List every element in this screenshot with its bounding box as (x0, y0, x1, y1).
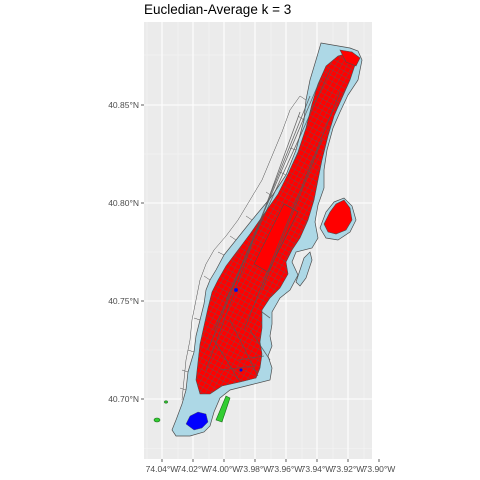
x-tick-label: 74.04°W (146, 464, 179, 474)
y-tick-label: 40.75°N (108, 296, 139, 306)
central-park-region (253, 203, 299, 273)
street-lines (205, 69, 341, 383)
axis-ticks: 74.04°W74.02°W74.00°W73.98°W73.96°W73.94… (108, 100, 395, 474)
x-tick-label: 73.98°W (239, 464, 272, 474)
plot-title: Eucledian-Average k = 3 (144, 2, 292, 17)
y-tick-label: 40.80°N (108, 198, 139, 208)
cluster-3-regions (153, 395, 231, 423)
y-tick-label: 40.70°N (108, 394, 139, 404)
randalls-island-cluster-1 (323, 199, 353, 235)
inwood-cluster-1 (339, 49, 361, 67)
waterfront-parcels (179, 95, 307, 401)
cluster-2-regions (185, 287, 243, 431)
roosevelt-island (295, 251, 313, 287)
x-tick-label: 74.02°W (177, 464, 210, 474)
y-tick-label: 40.85°N (108, 100, 139, 110)
x-tick-label: 73.90°W (363, 464, 396, 474)
x-tick-label: 73.92°W (332, 464, 365, 474)
x-tick-label: 74.00°W (208, 464, 241, 474)
x-tick-label: 73.94°W (301, 464, 334, 474)
x-tick-label: 73.96°W (270, 464, 303, 474)
